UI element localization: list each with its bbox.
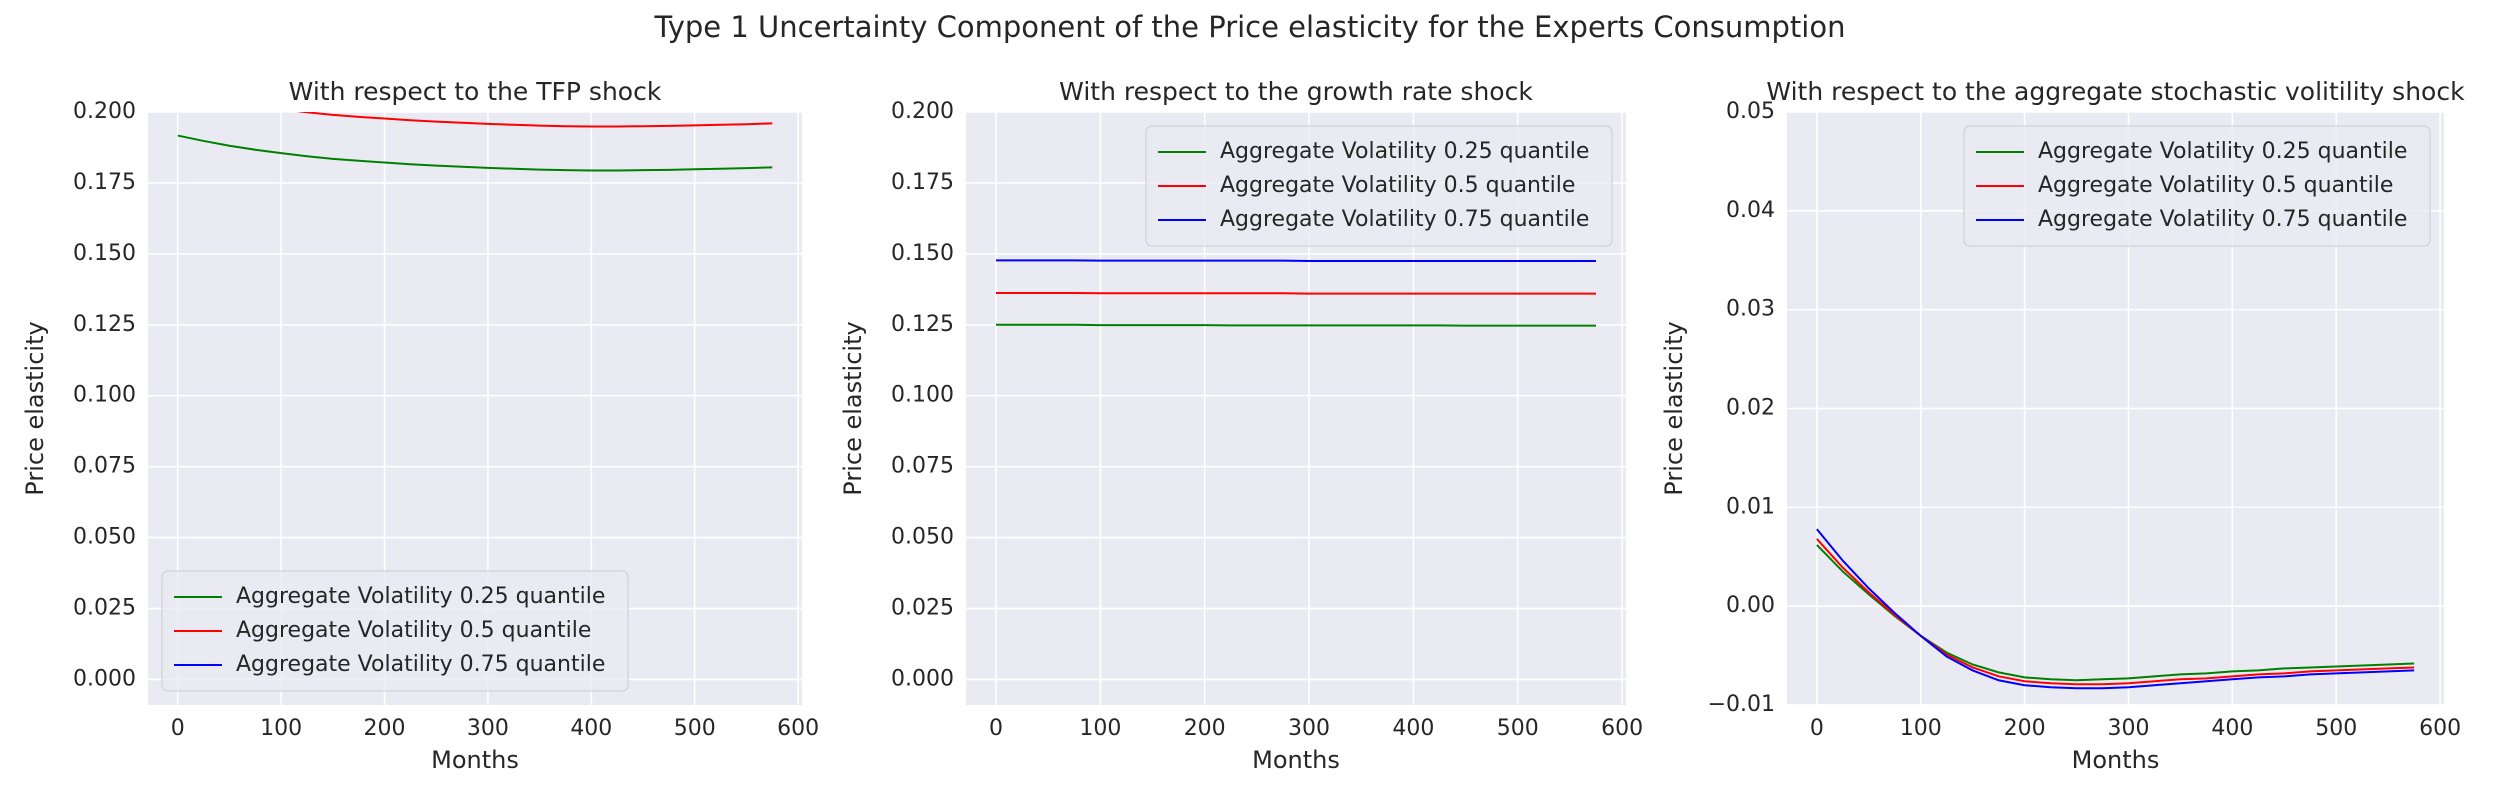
data-line	[996, 292, 1596, 295]
y-tick-label: 0.150	[891, 241, 954, 266]
x-tick-label: 0	[1810, 716, 1824, 741]
x-tick-label: 100	[260, 716, 302, 741]
y-tick-label: 0.175	[73, 170, 136, 195]
y-tick-label: 0.025	[73, 596, 136, 621]
legend: Aggregate Volatility 0.25 quantile Aggreg…	[1963, 125, 2431, 247]
x-tick-label: 600	[2419, 716, 2461, 741]
y-tick-label: 0.075	[73, 454, 136, 479]
subplot: −0.01 0.00 0.01 0.02 0.03 0.04 0.05 0 100 200 300 4…	[1660, 77, 2465, 774]
x-tick-label: 500	[674, 716, 716, 741]
y-tick-label: 0.00	[1726, 593, 1775, 618]
x-axis-label: Months	[1252, 746, 1340, 774]
y-tick-label: 0.01	[1726, 494, 1775, 519]
y-tick-label: 0.175	[891, 170, 954, 195]
y-tick-label: 0.125	[73, 312, 136, 337]
legend-label: Aggregate Volatility 0.75 quantile	[2038, 207, 2407, 232]
legend-box	[1963, 125, 2431, 247]
y-axis-label: Price elasticity	[21, 321, 49, 495]
x-tick-label: 100	[1900, 716, 1942, 741]
y-tick-label: 0.125	[891, 312, 954, 337]
y-tick-label: 0.050	[73, 525, 136, 550]
x-tick-label: 500	[2315, 716, 2357, 741]
legend: Aggregate Volatility 0.25 quantile Aggreg…	[161, 570, 629, 692]
subplot-title: With respect to the growth rate shock	[1059, 77, 1533, 106]
subplot-title: With respect to the aggregate stochastic…	[1766, 77, 2465, 106]
x-tick-label: 200	[364, 716, 406, 741]
legend-label: Aggregate Volatility 0.5 quantile	[1220, 173, 1575, 198]
legend-label: Aggregate Volatility 0.25 quantile	[236, 584, 605, 609]
x-axis-label: Months	[431, 746, 519, 774]
x-tick-label: 400	[1392, 716, 1434, 741]
x-tick-label: 200	[1184, 716, 1226, 741]
subplot-title: With respect to the TFP shock	[289, 77, 662, 106]
figure-title: Type 1 Uncertainty Component of the Pric…	[654, 10, 1846, 44]
y-tick-label: 0.200	[891, 99, 954, 124]
y-tick-label: 0.050	[891, 525, 954, 550]
x-tick-label: 0	[989, 716, 1003, 741]
data-line	[996, 323, 1596, 327]
y-tick-label: 0.200	[73, 99, 136, 124]
x-tick-label: 500	[1497, 716, 1539, 741]
y-tick-label: 0.075	[891, 454, 954, 479]
legend-label: Aggregate Volatility 0.5 quantile	[2038, 173, 2393, 198]
legend-label: Aggregate Volatility 0.25 quantile	[1220, 139, 1589, 164]
data-line	[177, 134, 773, 172]
y-tick-label: 0.150	[73, 241, 136, 266]
legend: Aggregate Volatility 0.25 quantile Aggreg…	[1145, 125, 1613, 247]
x-tick-label: 400	[570, 716, 612, 741]
y-tick-label: 0.025	[891, 596, 954, 621]
y-tick-label: 0.100	[73, 383, 136, 408]
y-tick-label: 0.100	[891, 383, 954, 408]
subplot: 0.000 0.025 0.050 0.075 0.100 0.125 0.150 0.175…	[21, 77, 819, 774]
legend-label: Aggregate Volatility 0.5 quantile	[236, 618, 591, 643]
legend-box	[1145, 125, 1613, 247]
x-tick-label: 400	[2211, 716, 2253, 741]
x-axis-label: Months	[2072, 746, 2160, 774]
data-line	[996, 259, 1596, 262]
legend-label: Aggregate Volatility 0.75 quantile	[1220, 207, 1589, 232]
y-axis-label: Price elasticity	[1660, 321, 1688, 495]
x-tick-label: 200	[2004, 716, 2046, 741]
y-axis-label: Price elasticity	[839, 321, 867, 495]
y-tick-label: 0.02	[1726, 396, 1775, 421]
x-tick-label: 300	[2107, 716, 2149, 741]
x-tick-label: 300	[1288, 716, 1330, 741]
legend-box	[161, 570, 629, 692]
data-line	[296, 112, 773, 128]
y-tick-label: 0.000	[891, 666, 954, 691]
legend-label: Aggregate Volatility 0.75 quantile	[236, 652, 605, 677]
y-tick-label: 0.03	[1726, 297, 1775, 322]
subplot: 0.000 0.025 0.050 0.075 0.100 0.125 0.150 0.175…	[839, 77, 1643, 774]
data-line	[1816, 528, 2415, 690]
x-tick-label: 300	[467, 716, 509, 741]
x-tick-label: 100	[1079, 716, 1121, 741]
x-tick-label: 600	[1601, 716, 1643, 741]
y-tick-label: 0.05	[1726, 99, 1775, 124]
y-tick-label: −0.01	[1708, 692, 1775, 717]
x-tick-label: 0	[171, 716, 185, 741]
y-tick-label: 0.000	[73, 666, 136, 691]
y-tick-label: 0.04	[1726, 198, 1775, 223]
x-tick-label: 600	[777, 716, 819, 741]
legend-label: Aggregate Volatility 0.25 quantile	[2038, 139, 2407, 164]
